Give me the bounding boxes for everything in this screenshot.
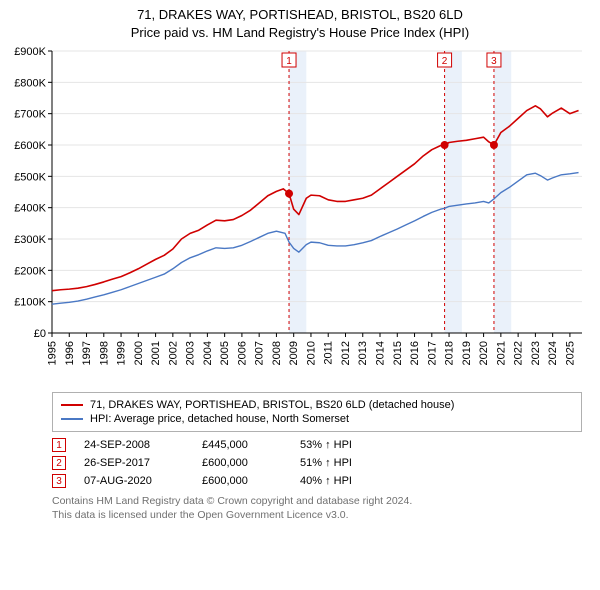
svg-text:2004: 2004 [202,341,214,365]
legend: 71, DRAKES WAY, PORTISHEAD, BRISTOL, BS2… [52,392,582,432]
svg-text:£900K: £900K [14,46,46,58]
svg-text:1999: 1999 [116,341,128,365]
svg-text:£700K: £700K [14,109,46,121]
svg-text:£600K: £600K [14,140,46,152]
title-line-1: 71, DRAKES WAY, PORTISHEAD, BRISTOL, BS2… [0,6,600,24]
svg-text:2017: 2017 [426,341,438,365]
sales-row: 3 07-AUG-2020 £600,000 40% ↑ HPI [52,472,582,490]
sale-hpi: 40% ↑ HPI [300,475,352,487]
svg-text:3: 3 [491,56,497,67]
svg-text:2025: 2025 [564,341,576,365]
chart-titles: 71, DRAKES WAY, PORTISHEAD, BRISTOL, BS2… [0,0,600,43]
svg-text:£0: £0 [34,328,46,340]
svg-text:2021: 2021 [495,341,507,365]
svg-text:2003: 2003 [185,341,197,365]
svg-text:2011: 2011 [323,341,335,365]
svg-text:2014: 2014 [375,341,387,365]
sale-date: 26-SEP-2017 [84,457,184,469]
sales-row: 2 26-SEP-2017 £600,000 51% ↑ HPI [52,454,582,472]
legend-swatch [61,418,83,420]
sale-marker: 2 [52,456,66,470]
sale-hpi: 53% ↑ HPI [300,439,352,451]
svg-text:2024: 2024 [547,341,559,365]
svg-text:2007: 2007 [254,341,266,365]
sale-hpi: 51% ↑ HPI [300,457,352,469]
svg-text:2010: 2010 [305,341,317,365]
legend-item: 71, DRAKES WAY, PORTISHEAD, BRISTOL, BS2… [61,398,573,412]
chart-plot: £0 £100K £200K £300K £400K £500K £600K £700K £80… [0,43,600,388]
sale-price: £445,000 [202,439,282,451]
footnote-line: Contains HM Land Registry data © Crown c… [52,494,582,508]
svg-text:1998: 1998 [98,341,110,365]
sale-marker: 1 [52,438,66,452]
legend-label: HPI: Average price, detached house, Nort… [90,413,349,425]
svg-text:1996: 1996 [64,341,76,365]
svg-text:2005: 2005 [219,341,231,365]
chart-container: { "titles": { "line1": "71, DRAKES WAY, … [0,0,600,522]
svg-text:2009: 2009 [288,341,300,365]
sales-table: 1 24-SEP-2008 £445,000 53% ↑ HPI 2 26-SE… [52,436,582,490]
svg-text:2020: 2020 [478,341,490,365]
legend-item: HPI: Average price, detached house, Nort… [61,412,573,426]
title-line-2: Price paid vs. HM Land Registry's House … [0,24,600,42]
svg-text:£300K: £300K [14,234,46,246]
sale-date: 07-AUG-2020 [84,475,184,487]
svg-text:2: 2 [442,56,448,67]
svg-text:2000: 2000 [133,341,145,365]
svg-text:1995: 1995 [47,341,59,365]
sale-price: £600,000 [202,457,282,469]
svg-text:2019: 2019 [461,341,473,365]
svg-text:2022: 2022 [513,341,525,365]
svg-text:2012: 2012 [340,341,352,365]
sale-marker: 3 [52,474,66,488]
svg-text:2023: 2023 [530,341,542,365]
svg-text:1: 1 [286,56,292,67]
svg-text:1997: 1997 [81,341,93,365]
chart-svg: £0 £100K £200K £300K £400K £500K £600K £700K £80… [0,43,600,388]
svg-text:£500K: £500K [14,171,46,183]
svg-text:£200K: £200K [14,265,46,277]
sale-price: £600,000 [202,475,282,487]
svg-text:2006: 2006 [236,341,248,365]
svg-text:2001: 2001 [150,341,162,365]
svg-text:2015: 2015 [392,341,404,365]
svg-text:£400K: £400K [14,203,46,215]
svg-text:2018: 2018 [444,341,456,365]
sales-row: 1 24-SEP-2008 £445,000 53% ↑ HPI [52,436,582,454]
svg-text:2013: 2013 [357,341,369,365]
sale-date: 24-SEP-2008 [84,439,184,451]
legend-swatch [61,404,83,406]
footnote-line: This data is licensed under the Open Gov… [52,508,582,522]
svg-text:2002: 2002 [167,341,179,365]
svg-text:2016: 2016 [409,341,421,365]
legend-label: 71, DRAKES WAY, PORTISHEAD, BRISTOL, BS2… [90,399,454,411]
svg-text:£800K: £800K [14,77,46,89]
svg-text:£100K: £100K [14,297,46,309]
svg-text:2008: 2008 [271,341,283,365]
footnote: Contains HM Land Registry data © Crown c… [52,494,582,522]
